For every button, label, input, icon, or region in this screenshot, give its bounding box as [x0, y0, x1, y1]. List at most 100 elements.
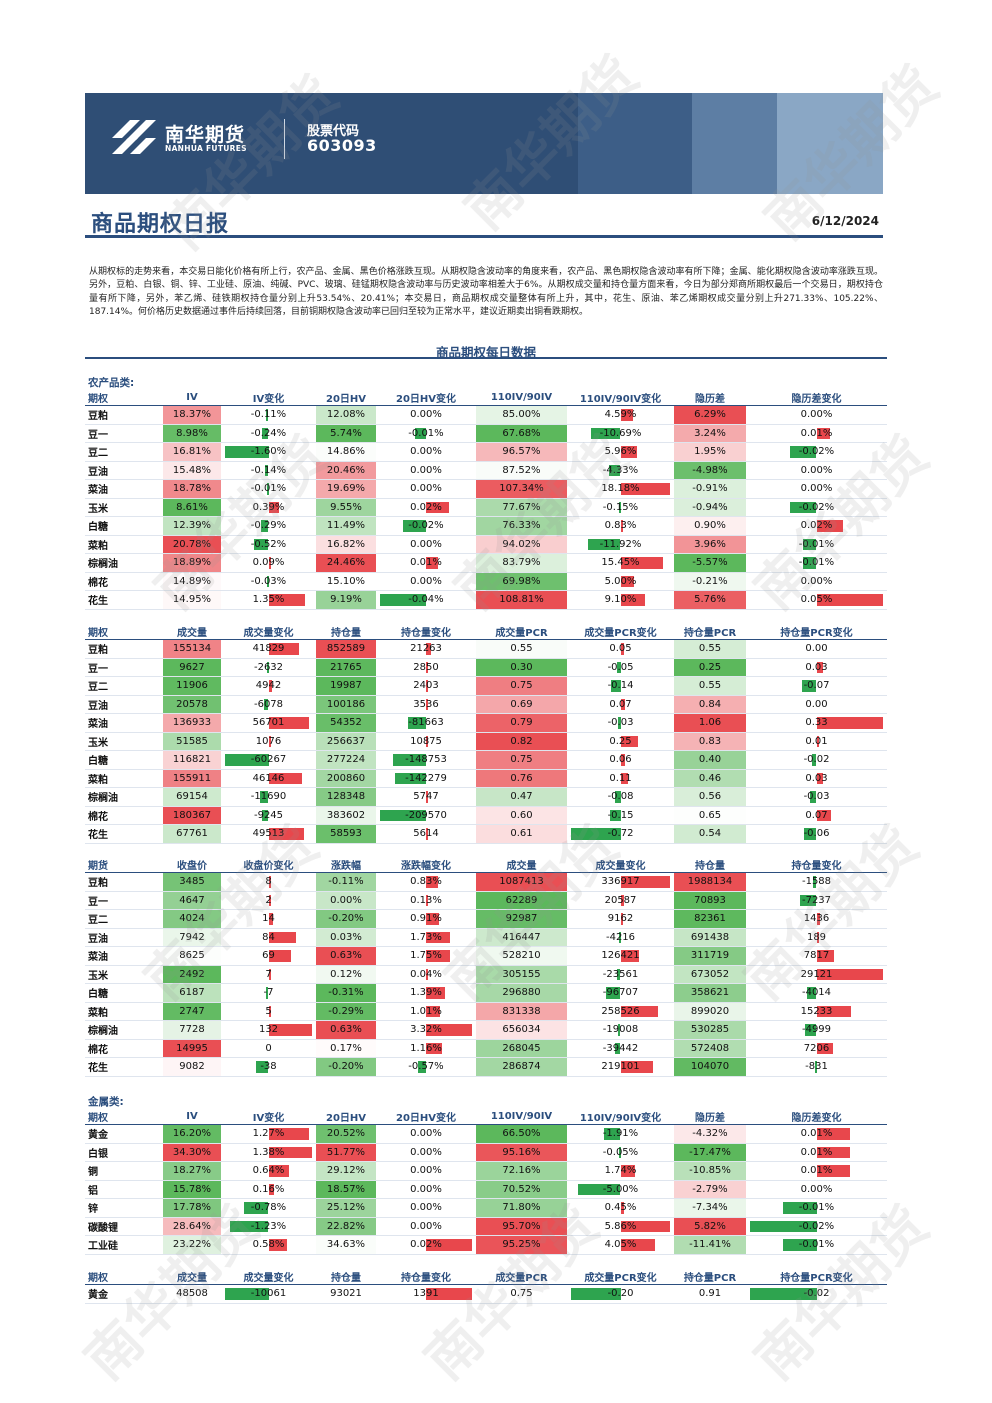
data-cell: 155911 [163, 769, 221, 788]
positive-bar [620, 1220, 670, 1232]
table-row: 豆二 4024 14 -0.20% 0.91% 92987 9162 82361 1436 [85, 909, 887, 929]
positive-bar [620, 913, 623, 925]
data-cell: 0.63% [316, 1020, 376, 1040]
data-cell: -0.29% [316, 1002, 376, 1021]
negative-bar [750, 1288, 817, 1300]
negative-bar [618, 717, 621, 729]
data-cell: 34.63% [316, 1235, 376, 1255]
row-label: 白糖 [85, 983, 163, 1003]
data-cell: 0.00% [746, 405, 887, 425]
column-header: 持仓量变化 [376, 624, 476, 640]
negative-bar [803, 557, 817, 569]
negative-bar [802, 680, 817, 692]
title-divider [85, 235, 883, 238]
positive-bar [268, 968, 271, 980]
negative-bar [804, 828, 817, 840]
positive-bar [620, 557, 663, 569]
data-cell: 18.18% [567, 479, 674, 499]
data-cell: 0.11 [567, 769, 674, 788]
data-cell: -0.15 [567, 806, 674, 825]
data-cell: 0.83% [376, 872, 476, 892]
data-cell: 83.79% [476, 553, 567, 573]
data-cell: 4942 [221, 676, 316, 696]
data-cell: 258526 [567, 1002, 674, 1021]
negative-bar [799, 894, 817, 906]
column-header: 成交量PCR变化 [567, 624, 674, 640]
table-row: 工业硅 23.22% 0.58% 34.63% 0.02% 95.25% 4.05% -11.… [85, 1235, 887, 1255]
data-cell: 9.10% [567, 590, 674, 610]
column-header: 收盘价变化 [221, 857, 316, 873]
ag-vol-block: 农产品类: 期权 IV IV变化 20日HV 20日HV变化 110IV/90IV 110I… [85, 376, 887, 610]
data-cell: 0.00% [746, 1180, 887, 1199]
column-header: 期权 [85, 390, 163, 406]
data-cell: 7942 [163, 928, 221, 947]
data-cell: 852589 [316, 639, 376, 659]
stock-code: 603093 [307, 136, 377, 155]
data-cell: 94.02% [476, 535, 567, 554]
table-row: 棉花 14995 0 0.17% 1.16% 268045 -39442 572408 7206 [85, 1039, 887, 1058]
negative-bar [807, 987, 817, 999]
data-cell: -209570 [376, 806, 476, 825]
column-header: 持仓量变化 [746, 857, 887, 873]
data-cell: 4024 [163, 909, 221, 929]
data-cell: 2747 [163, 1002, 221, 1021]
data-cell: 100186 [316, 695, 376, 714]
row-label: 菜油 [85, 479, 163, 499]
data-cell: 34.30% [163, 1143, 221, 1162]
data-cell: 69.98% [476, 572, 567, 591]
data-cell: -0.29% [221, 516, 316, 536]
data-cell: 9627 [163, 658, 221, 677]
table-row: 豆一 4647 2 0.00% 0.13% 62289 20587 70893 -7237 [85, 891, 887, 910]
data-cell: 1.95% [674, 442, 746, 462]
data-cell: 0.91 [674, 1284, 746, 1304]
data-cell: -0.06 [746, 824, 887, 844]
column-header: 110IV/90IV [476, 1109, 567, 1125]
data-cell: 18.27% [163, 1161, 221, 1181]
data-cell: -11.92% [567, 535, 674, 554]
data-cell: 12.08% [316, 405, 376, 425]
positive-bar [268, 735, 271, 747]
data-cell: 20.78% [163, 535, 221, 554]
negative-bar [225, 446, 269, 458]
negative-bar [615, 791, 621, 803]
table-row: 豆粕 3485 8 -0.11% 0.83% 1087413 336917 1988134 -1… [85, 872, 887, 892]
data-cell: -0.20% [316, 1057, 376, 1077]
table-row: 花生 67761 49513 58593 5614 0.61 -0.72 0.54 -0.06 [85, 824, 887, 844]
data-cell: -0.02 [746, 750, 887, 770]
data-cell: 96.57% [476, 442, 567, 462]
positive-bar [268, 950, 292, 962]
positive-bar [620, 1061, 653, 1073]
data-cell: 1.01% [376, 1002, 476, 1021]
banner-band [692, 93, 777, 194]
positive-bar [426, 661, 428, 673]
column-header: 涨跌幅变化 [376, 857, 476, 873]
data-cell: -0.08 [567, 787, 674, 807]
company-logo-icon [112, 120, 156, 154]
stock-code-label: 股票代码 [307, 124, 360, 139]
table-row: 棕榈油 18.89% 0.09% 24.46% 0.01% 83.79% 15.45% -5.… [85, 553, 887, 573]
data-cell: 14.86% [316, 442, 376, 462]
positive-bar [426, 968, 428, 980]
data-cell: 0.03 [746, 658, 887, 677]
negative-bar [225, 1288, 269, 1300]
data-cell: -0.94% [674, 498, 746, 517]
data-cell: -0.31% [316, 983, 376, 1003]
positive-bar [426, 913, 439, 925]
row-label: 菜粕 [85, 535, 163, 554]
data-cell: 0.61 [476, 824, 567, 844]
data-cell: 15.48% [163, 461, 221, 480]
data-cell: 673052 [674, 965, 746, 984]
summary-paragraph: 从期权标的走势来看，本交易日能化价格有所上行，农产品、金属、黑色价格涨跌互现。从… [89, 267, 883, 318]
positive-bar [426, 1042, 443, 1054]
positive-bar [620, 1202, 625, 1214]
data-cell: 19987 [316, 676, 376, 696]
data-cell: 41829 [221, 639, 316, 659]
data-cell: -0.14% [221, 461, 316, 480]
data-cell: 296880 [476, 983, 567, 1003]
data-cell: 18.37% [163, 405, 221, 425]
data-cell: -17.47% [674, 1143, 746, 1162]
table-row: 豆一 8.98% -0.24% 5.74% -0.01% 67.68% -10.69% 3.2… [85, 424, 887, 443]
column-header: 隐历差 [674, 1109, 746, 1125]
column-header: 持仓量 [316, 624, 376, 640]
header-row: 期货 收盘价 收盘价变化 涨跌幅 涨跌幅变化 成交量 成交量变化 持仓量 持仓量变化 [85, 857, 887, 873]
